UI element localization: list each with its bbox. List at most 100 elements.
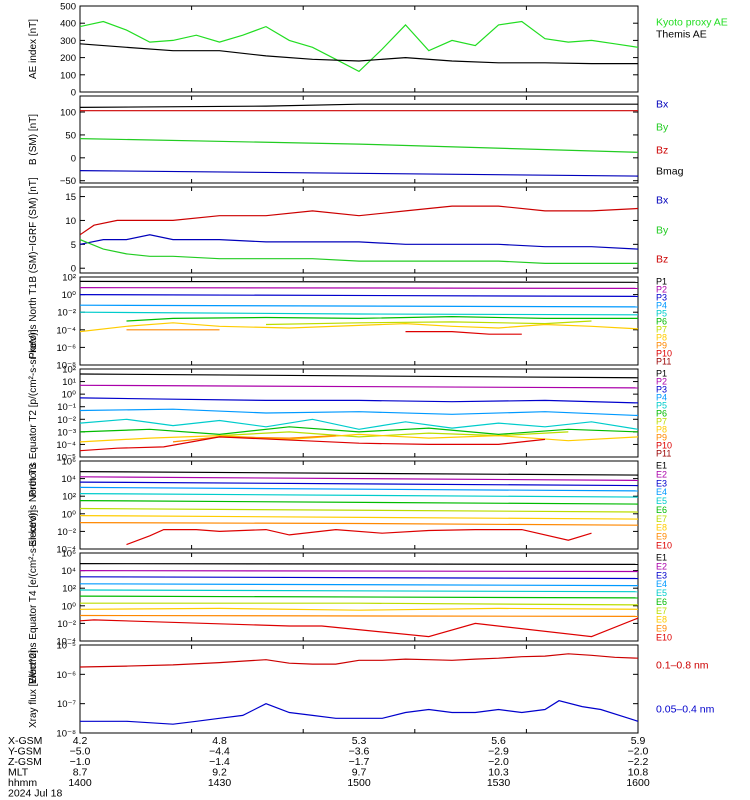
panel-3: 0 5 10 15 B (SM)−IGRF (SM) [nT] Bx By Bz [28,177,669,283]
orbit-row-value: 1500 [347,777,371,789]
legend-entry: P6 [656,317,667,327]
legend-entry: P3 [656,293,667,303]
y-tick-label: 10⁻⁸ [56,361,76,372]
series-line [80,614,638,618]
y-tick-label: 10⁻² [57,308,76,319]
panel-frame [79,5,639,93]
y-tick-label: 500 [60,2,76,13]
legend-entry: E2 [656,561,667,571]
y-tick-label: 5 [71,240,76,251]
orbit-row-value: 1600 [626,777,650,789]
legend-entry: P10 [656,441,672,451]
legend-entry: E3 [656,478,667,488]
orbit-row-value: 9.2 [212,767,227,779]
series-line [80,583,638,587]
orbit-row-label: MLT [8,767,29,779]
legend-entry: P8 [656,333,667,343]
series-line [80,493,638,498]
series-line [80,476,638,481]
legend-entry: 0.1–0.8 nm [656,660,709,672]
orbit-row-value: −4.4 [209,746,230,758]
legend-entry: P4 [656,393,667,403]
legend-entry: E7 [656,514,667,524]
orbit-row-value: −3.6 [349,746,370,758]
y-axis-label: B (SM) [nT] [28,114,39,165]
legend-entry: P1 [656,369,667,379]
panel-8: 10⁻⁵ 10⁻⁶ 10⁻⁷ 10⁻⁸ Xray flux [W/m^2] 0.1–0.8… [28,641,715,740]
y-tick-label: 10⁰ [62,390,77,401]
panel-7: 10⁶ 10⁴ 10² 10⁰ 10⁻² 10⁻⁴ Electrons Equator T4… [28,510,672,685]
legend-entry: E10 [656,541,672,551]
y-tick-label: 10¹ [62,377,76,388]
y-tick-label: 10² [62,492,76,503]
series-line [80,607,638,611]
series-line [80,170,638,177]
panel-frame [79,644,639,734]
y-tick-label: 10⁶ [62,549,77,560]
legend-entry: Bx [656,99,669,111]
legend-entry: P2 [656,285,667,295]
legend-entry: Themis AE [656,29,707,41]
series-line [80,234,638,250]
legend-entry: Bz [656,254,668,266]
y-tick-label: 10⁻⁵ [56,453,76,464]
legend-entry: E4 [656,579,667,589]
orbit-row-value: 9.7 [352,767,367,779]
series-line [80,481,638,487]
series-line [172,435,336,443]
orbit-row-label: Y-GSM [8,746,41,758]
y-tick-label: 10² [62,584,76,595]
legend-entry: By [656,225,669,237]
y-tick-label: 10⁻⁴ [56,545,76,556]
y-tick-label: 50 [65,130,76,141]
series-line [80,397,638,404]
orbit-row-label: Z-GSM [8,756,42,768]
series-line [80,617,638,638]
series-line [80,239,638,264]
orbit-row-value: 1400 [68,777,92,789]
y-tick-label: 10⁴ [61,474,76,485]
series-line [80,514,638,520]
orbit-row-value: −1.0 [70,756,91,768]
series-line [80,507,638,513]
y-tick-label: 10⁻⁴ [56,325,76,336]
orbit-row-value: −5.0 [70,746,91,758]
series-line [80,205,638,236]
orbit-table: X-GSM 4.2 4.8 5.3 5.6 5.9 Y-GSM −5.0 −4.4 −3.6 −2.… [8,735,650,800]
y-tick-label: 10⁻² [57,527,76,538]
orbit-row-value: 5.3 [352,735,367,747]
orbit-row-value: −1.4 [209,756,230,768]
orbit-row-value: 10.8 [628,767,649,779]
y-tick-label: 100 [60,108,76,119]
legend-entry: P7 [656,417,667,427]
y-tick-label: 300 [60,36,76,47]
y-axis-label: Xray flux [W/m^2] [28,650,39,728]
y-tick-label: 10⁴ [61,566,76,577]
legend-entry: P5 [656,309,667,319]
y-tick-label: 10⁻⁶ [57,343,77,354]
legend-entry: P11 [656,357,671,367]
y-tick-label: 10 [65,216,76,227]
legend-entry: E8 [656,615,667,625]
series-line [80,486,638,492]
y-tick-label: 10⁻⁵ [56,641,76,652]
series-line [265,320,592,326]
y-axis-label: Protons Equator T2 [p/(cm²-s-sr-keV)] [28,329,39,496]
panel-frame [79,95,639,184]
series-line [80,384,638,389]
series-line [80,373,638,379]
series-line [80,418,638,430]
legend-entry: E4 [656,487,667,497]
y-axis-label: Electrons North T3 [28,463,39,547]
series-line [80,287,638,289]
legend-entry: P3 [656,385,667,395]
date-label: 2024 Jul 18 [8,788,62,800]
series-line [80,436,546,452]
y-tick-label: 10⁰ [62,601,77,612]
y-tick-label: 10⁶ [62,457,77,468]
y-axis-label: AE index [nT] [28,19,39,79]
series-line [80,433,638,443]
series-line [126,315,638,322]
series-line [80,589,638,593]
legend-entry: E7 [656,606,667,616]
